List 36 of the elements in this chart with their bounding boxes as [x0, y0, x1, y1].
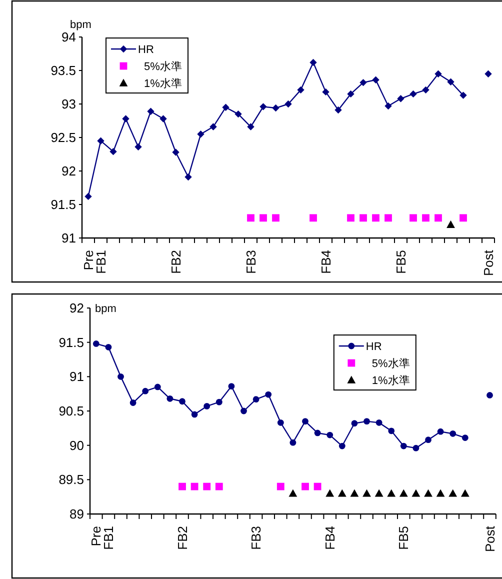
y-tick-label: 92.5	[50, 130, 76, 146]
y-tick-label: 89.5	[58, 472, 84, 488]
y-tick-label: 92	[70, 300, 84, 316]
legend-label: 1%水準	[144, 76, 182, 90]
legend-label: 1%水準	[372, 374, 410, 387]
x-tick-label: FB5	[396, 526, 412, 550]
x-tick-label: FB1	[93, 250, 108, 274]
y-tick-label: 91.5	[58, 334, 84, 350]
x-tick-label: Pre	[80, 250, 96, 270]
x-tick-label: FB2	[174, 526, 190, 550]
x-tick-label: FB4	[318, 250, 334, 274]
x-tick-label: FB1	[101, 526, 116, 550]
y-axis-title: bpm	[95, 303, 116, 315]
y-tick-label: 94	[62, 30, 76, 45]
legend-label: 5%水準	[372, 356, 410, 370]
legend-label: 5%水準	[144, 60, 182, 73]
y-tick-label: 91	[70, 369, 84, 384]
x-tick-label: FB4	[322, 526, 338, 550]
x-tick-label: FB3	[243, 250, 258, 274]
y-tick-label: 90	[70, 438, 84, 453]
y-tick-label: 89	[70, 506, 84, 522]
y-tick-label: 91	[62, 230, 76, 246]
x-tick-label: Post	[482, 526, 498, 552]
y-tick-label: 93.5	[50, 63, 76, 78]
x-tick-label: FB2	[168, 250, 184, 274]
legend-label: HR	[366, 340, 382, 353]
x-tick-label: Pre	[88, 526, 104, 546]
y-tick-label: 93	[62, 96, 76, 112]
y-tick-label: 91.5	[50, 197, 76, 212]
x-tick-label: Post	[480, 250, 496, 276]
y-tick-label: 90.5	[58, 404, 84, 419]
x-tick-label: FB5	[393, 250, 408, 274]
legend-label: HR	[138, 44, 154, 56]
x-tick-label: FB3	[248, 526, 264, 550]
y-axis-title: bpm	[70, 19, 92, 31]
y-tick-label: 92	[62, 164, 76, 179]
